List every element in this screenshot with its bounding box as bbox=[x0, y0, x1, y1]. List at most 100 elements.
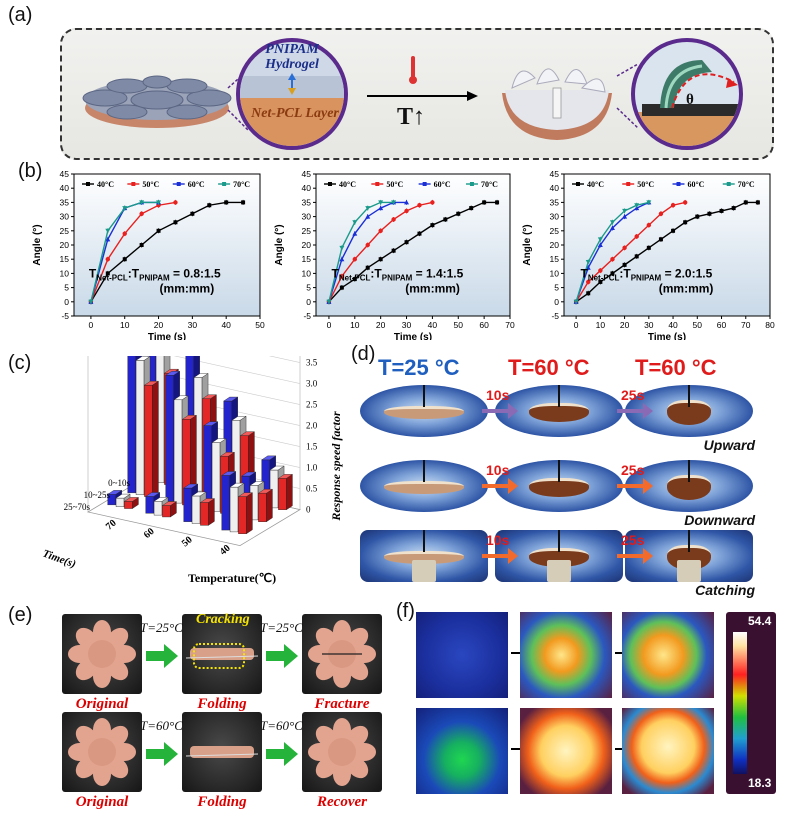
y-axis-label: Angle (°) bbox=[32, 224, 43, 265]
x-tick-label: 70 bbox=[741, 320, 751, 330]
legend-label: 40°C bbox=[97, 180, 114, 189]
sample-drawing bbox=[308, 620, 376, 688]
petal bbox=[68, 645, 92, 663]
data-point bbox=[482, 200, 487, 205]
x-tick-label: 0 bbox=[327, 320, 332, 330]
temp-tick-label: 60 bbox=[142, 526, 157, 541]
data-point bbox=[352, 220, 358, 225]
step-arrow bbox=[617, 409, 645, 413]
thermal-image bbox=[622, 708, 714, 794]
d-temp-label-2: T=60 °C bbox=[508, 355, 590, 380]
thickness-ratio-label: TNet-PCL:TPNIPAM = 1.4:1.5 bbox=[332, 267, 464, 283]
data-point bbox=[495, 200, 500, 205]
legend-marker bbox=[176, 182, 181, 186]
data-point bbox=[610, 257, 615, 262]
row-label-downward: Downward bbox=[684, 512, 755, 528]
unit-label: (mm:mm) bbox=[659, 282, 714, 296]
x-tick-label: 40 bbox=[428, 320, 438, 330]
flower-center bbox=[328, 738, 356, 766]
target-object bbox=[677, 560, 701, 582]
petal bbox=[333, 664, 351, 688]
data-point bbox=[156, 200, 162, 205]
bar-front bbox=[124, 501, 133, 509]
bar-front bbox=[191, 495, 201, 524]
z-tick-label: 0 bbox=[306, 505, 311, 515]
legend-marker bbox=[576, 182, 580, 186]
data-point bbox=[105, 257, 111, 262]
y-tick-label: 35 bbox=[60, 197, 70, 207]
y-tick-label: 20 bbox=[60, 240, 70, 250]
z-tick-label: 3.5 bbox=[306, 358, 318, 368]
sample-drawing bbox=[185, 746, 259, 758]
data-point bbox=[646, 222, 652, 228]
petal bbox=[315, 627, 338, 650]
data-point bbox=[105, 236, 111, 242]
data-point bbox=[156, 228, 161, 233]
flower-center bbox=[88, 640, 116, 668]
process-arrowhead bbox=[164, 742, 178, 766]
x-tick-label: 60 bbox=[479, 320, 489, 330]
data-point bbox=[622, 208, 628, 214]
y-tick-label: 30 bbox=[302, 212, 312, 222]
data-point bbox=[173, 220, 178, 225]
schematic-drawing bbox=[82, 38, 743, 150]
thickness-ratio-label: TNet-PCL:TPNIPAM = 0.8:1.5 bbox=[89, 267, 221, 283]
data-point bbox=[695, 214, 700, 219]
legend-label: 50°C bbox=[637, 180, 654, 189]
petal bbox=[75, 725, 98, 748]
caption-original: Original bbox=[75, 794, 129, 810]
z-axis-label: Response speed factor bbox=[329, 411, 343, 522]
data-point bbox=[122, 231, 127, 236]
petal bbox=[93, 718, 111, 742]
data-point bbox=[683, 220, 688, 225]
bar-top bbox=[261, 455, 277, 461]
sample-photo bbox=[302, 712, 382, 792]
petal bbox=[333, 718, 351, 742]
data-point bbox=[646, 245, 651, 250]
y-tick-label: 20 bbox=[550, 240, 560, 250]
legend-label: 60°C bbox=[687, 180, 704, 189]
bar-side bbox=[152, 380, 159, 497]
petal bbox=[308, 743, 332, 761]
petal bbox=[346, 627, 369, 650]
bar-front bbox=[221, 475, 230, 531]
petal bbox=[93, 762, 111, 786]
sample-drawing bbox=[68, 620, 136, 688]
petal bbox=[315, 756, 338, 779]
data-point bbox=[430, 223, 435, 228]
bar-top bbox=[165, 371, 181, 376]
bar-front bbox=[173, 399, 183, 504]
data-point bbox=[139, 200, 145, 205]
step-arrowhead bbox=[508, 548, 518, 564]
bar-front bbox=[258, 492, 267, 522]
suspension-wire bbox=[558, 530, 560, 552]
data-point bbox=[609, 225, 615, 230]
sample-drawing bbox=[68, 718, 136, 786]
z-tick-label: 3.0 bbox=[306, 379, 318, 389]
y-tick-label: -5 bbox=[551, 311, 559, 321]
x-tick-label: 20 bbox=[620, 320, 630, 330]
series-line-70°C bbox=[328, 201, 394, 302]
bar-top bbox=[183, 483, 199, 489]
data-point bbox=[365, 265, 370, 270]
bar-front bbox=[153, 501, 163, 516]
bar-front bbox=[183, 487, 192, 522]
data-point bbox=[339, 285, 344, 290]
bar-front bbox=[162, 505, 171, 518]
data-point bbox=[634, 254, 639, 259]
sequence-arrow bbox=[511, 652, 527, 654]
bar-top bbox=[229, 482, 245, 488]
bar-top bbox=[249, 481, 265, 486]
time-tick-label: 25~70s bbox=[64, 502, 91, 512]
petal bbox=[333, 620, 351, 644]
bar-top bbox=[201, 394, 218, 399]
bar-top bbox=[269, 465, 285, 471]
clamp-line bbox=[185, 655, 259, 659]
data-point bbox=[622, 262, 627, 267]
thermal-image bbox=[416, 708, 508, 794]
temperature-label: T=25°C bbox=[260, 620, 303, 635]
data-point bbox=[646, 200, 652, 205]
data-point bbox=[378, 257, 383, 262]
data-point bbox=[597, 242, 603, 247]
legend-marker bbox=[328, 182, 332, 186]
